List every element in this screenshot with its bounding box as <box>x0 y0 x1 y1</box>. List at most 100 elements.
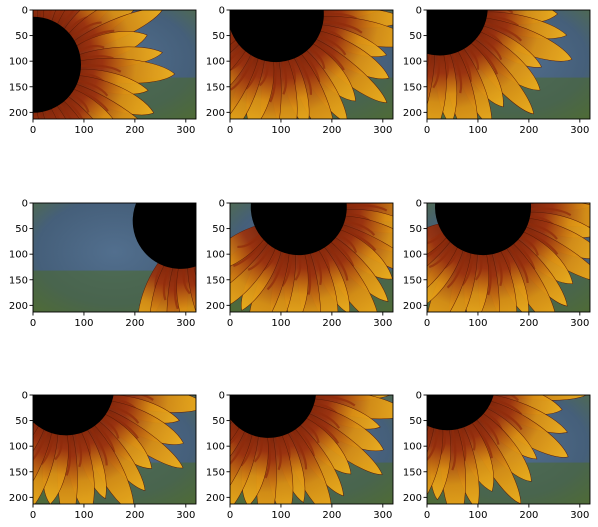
y-tick-label: 100 <box>9 250 28 261</box>
y-tick-label: 200 <box>9 493 28 504</box>
y-tick-label: 0 <box>416 199 422 210</box>
petal <box>466 0 569 11</box>
x-tick-label: 200 <box>322 318 341 329</box>
y-tick-label: 50 <box>212 31 225 42</box>
petal <box>507 144 598 204</box>
x-tick-label: 100 <box>271 510 290 521</box>
axes-frame <box>32 394 197 505</box>
axes-frame <box>426 394 591 505</box>
x-tick-label: 100 <box>74 510 93 521</box>
flower-center <box>33 16 81 113</box>
petal <box>295 0 380 6</box>
sunflower-image <box>33 203 196 312</box>
y-tick-label: 0 <box>416 6 422 17</box>
y-tick-label: 150 <box>403 275 422 286</box>
y-tick-label: 50 <box>212 224 225 235</box>
axes-frame <box>229 9 394 120</box>
sunflower <box>33 331 203 504</box>
x-tick-label: 200 <box>519 125 538 136</box>
flower-center <box>427 395 496 431</box>
x-tick-label: 300 <box>176 318 195 329</box>
petal <box>476 361 577 392</box>
y-tick-label: 200 <box>206 301 225 312</box>
x-tick-label: 100 <box>468 510 487 521</box>
x-tick-label: 100 <box>271 125 290 136</box>
y-tick-label: 150 <box>403 82 422 93</box>
x-tick-label: 100 <box>74 125 93 136</box>
x-tick-label: 0 <box>30 510 36 521</box>
axes-frame <box>426 202 591 313</box>
y-tick-label: 150 <box>9 467 28 478</box>
sunflower-image <box>230 138 431 312</box>
petal <box>289 321 390 387</box>
x-tick-label: 0 <box>424 125 430 136</box>
petal <box>296 361 386 397</box>
y-tick-label: 0 <box>416 391 422 402</box>
y-tick-label: 200 <box>403 108 422 119</box>
x-tick-label: 300 <box>570 318 589 329</box>
y-tick-label: 100 <box>403 57 422 68</box>
x-tick-label: 0 <box>30 125 36 136</box>
sunflower-image <box>33 331 203 504</box>
x-tick-label: 100 <box>271 318 290 329</box>
y-tick-label: 200 <box>206 108 225 119</box>
x-tick-label: 300 <box>570 125 589 136</box>
flower-center <box>427 10 488 56</box>
x-tick-label: 0 <box>424 318 430 329</box>
x-tick-label: 300 <box>373 125 392 136</box>
x-tick-label: 300 <box>176 125 195 136</box>
y-tick-label: 0 <box>219 6 225 17</box>
sunflower-image <box>230 0 393 119</box>
y-tick-label: 200 <box>9 301 28 312</box>
y-tick-label: 200 <box>403 301 422 312</box>
y-tick-label: 200 <box>9 108 28 119</box>
x-tick-label: 200 <box>322 125 341 136</box>
sunflower-image <box>33 10 196 119</box>
sunflower <box>230 0 393 119</box>
x-tick-label: 200 <box>322 510 341 521</box>
petal <box>427 34 430 118</box>
y-tick-label: 50 <box>15 224 28 235</box>
sunflower <box>132 203 196 312</box>
x-tick-label: 0 <box>227 125 233 136</box>
flower-center <box>33 395 115 436</box>
petal <box>91 331 203 386</box>
x-tick-label: 0 <box>30 318 36 329</box>
x-tick-label: 200 <box>125 318 144 329</box>
petal <box>499 123 579 195</box>
y-tick-label: 200 <box>403 493 422 504</box>
y-tick-label: 0 <box>22 199 28 210</box>
axes-frame <box>229 202 394 313</box>
sunflower <box>427 306 590 504</box>
y-tick-label: 50 <box>409 31 422 42</box>
petal <box>463 0 552 4</box>
x-tick-label: 200 <box>519 318 538 329</box>
y-tick-label: 150 <box>206 275 225 286</box>
petal <box>93 354 184 393</box>
y-tick-label: 0 <box>22 6 28 17</box>
sunflower <box>33 10 176 119</box>
y-tick-label: 0 <box>22 391 28 402</box>
axes-frame <box>32 9 197 120</box>
y-tick-label: 50 <box>15 416 28 427</box>
y-tick-label: 50 <box>15 31 28 42</box>
petal <box>321 138 431 203</box>
x-tick-label: 100 <box>74 318 93 329</box>
x-tick-label: 0 <box>424 510 430 521</box>
y-tick-label: 150 <box>9 275 28 286</box>
y-tick-label: 100 <box>9 442 28 453</box>
y-tick-label: 200 <box>206 493 225 504</box>
x-tick-label: 300 <box>373 510 392 521</box>
x-tick-label: 300 <box>373 318 392 329</box>
axes-frame <box>229 394 394 505</box>
y-tick-label: 100 <box>403 250 422 261</box>
petal <box>468 306 564 374</box>
y-tick-label: 100 <box>9 57 28 68</box>
